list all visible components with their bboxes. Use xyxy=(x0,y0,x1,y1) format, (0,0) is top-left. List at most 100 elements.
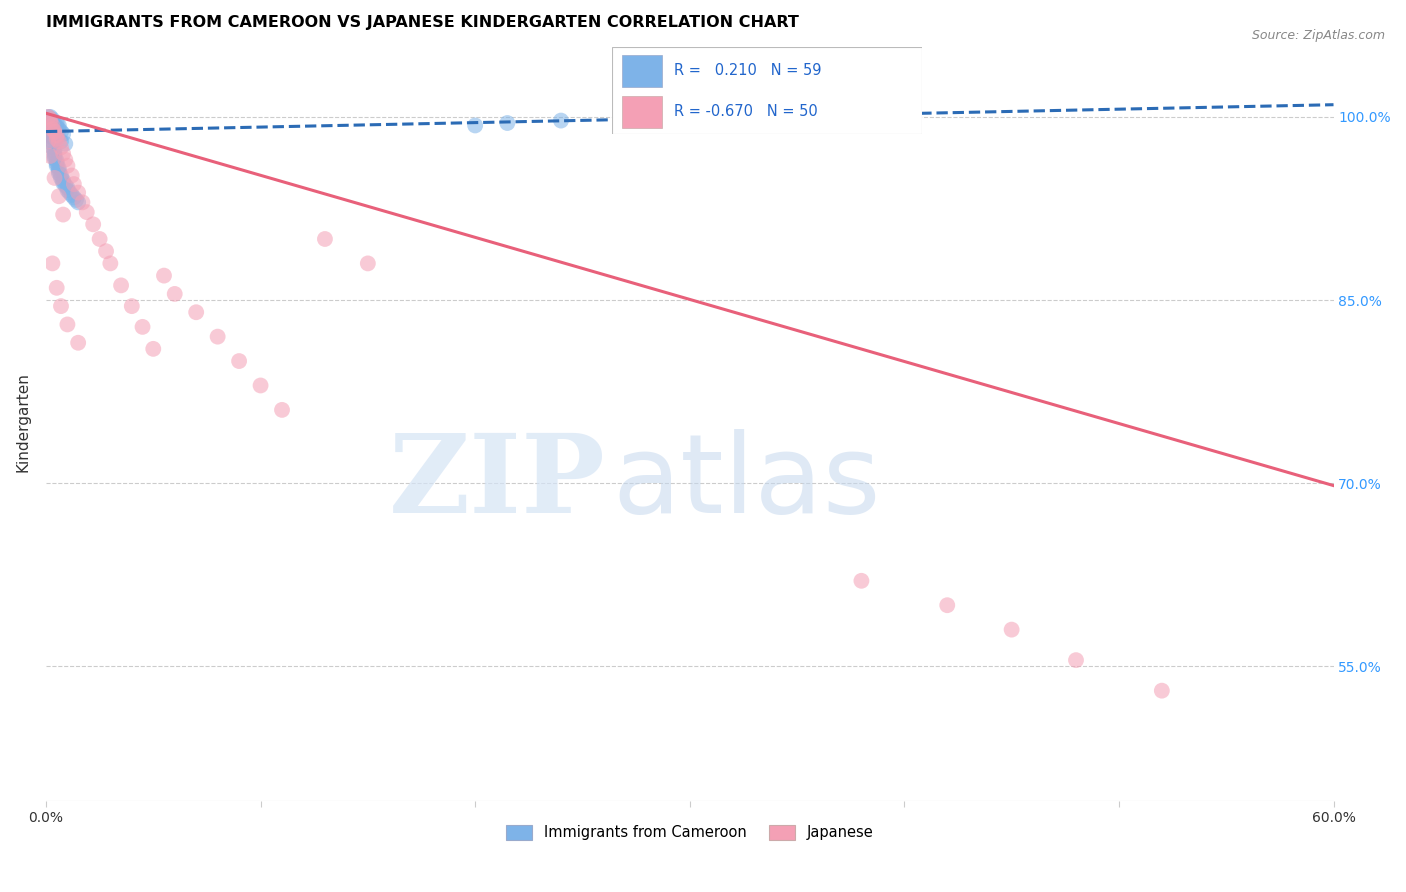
Point xyxy=(56,180,79,194)
Text: atlas: atlas xyxy=(613,429,882,536)
Point xyxy=(765,110,787,124)
Point xyxy=(936,598,959,612)
Point xyxy=(63,177,86,191)
Point xyxy=(44,170,66,185)
Point xyxy=(131,319,153,334)
Point xyxy=(63,190,86,204)
Point xyxy=(48,134,70,148)
Point xyxy=(39,112,62,127)
Point xyxy=(44,149,66,163)
Point xyxy=(41,130,63,145)
Point xyxy=(37,110,59,124)
Point xyxy=(49,124,72,138)
Point xyxy=(39,128,62,143)
Point xyxy=(44,146,66,161)
Point xyxy=(44,124,66,138)
Text: IMMIGRANTS FROM CAMEROON VS JAPANESE KINDERGARTEN CORRELATION CHART: IMMIGRANTS FROM CAMEROON VS JAPANESE KIN… xyxy=(46,15,799,30)
Point xyxy=(49,170,72,185)
Point xyxy=(41,115,63,129)
Point xyxy=(657,111,679,125)
Point xyxy=(67,186,90,200)
Point xyxy=(39,124,62,138)
Point xyxy=(41,112,63,127)
Point xyxy=(45,128,67,143)
Point xyxy=(110,278,132,293)
Point xyxy=(41,124,63,138)
Point xyxy=(44,152,66,166)
Point xyxy=(614,112,637,127)
Point xyxy=(49,299,72,313)
Point xyxy=(41,256,63,270)
Legend: Immigrants from Cameroon, Japanese: Immigrants from Cameroon, Japanese xyxy=(501,819,879,847)
Point xyxy=(142,342,165,356)
Point xyxy=(496,116,519,130)
Point xyxy=(39,116,62,130)
Point xyxy=(41,122,63,136)
Point xyxy=(41,129,63,144)
Point xyxy=(49,140,72,154)
Point xyxy=(48,119,70,133)
Point xyxy=(45,156,67,170)
Point xyxy=(41,134,63,148)
Point xyxy=(48,189,70,203)
Point xyxy=(49,134,72,148)
Point xyxy=(67,195,90,210)
Point xyxy=(357,256,380,270)
Point xyxy=(45,130,67,145)
Point xyxy=(89,232,111,246)
Y-axis label: Kindergarten: Kindergarten xyxy=(15,372,30,472)
Point xyxy=(67,335,90,350)
Point xyxy=(52,127,75,141)
Point xyxy=(37,110,59,124)
Point xyxy=(45,116,67,130)
Point xyxy=(82,217,104,231)
Point xyxy=(37,116,59,130)
Point xyxy=(39,149,62,163)
Point xyxy=(45,159,67,173)
Point xyxy=(72,195,94,210)
Point xyxy=(94,244,117,259)
Point xyxy=(48,163,70,178)
Point xyxy=(851,574,873,588)
Point xyxy=(37,134,59,148)
Point xyxy=(186,305,208,319)
Point xyxy=(45,132,67,146)
Point xyxy=(53,153,76,167)
Point xyxy=(121,299,143,313)
Point xyxy=(98,256,121,270)
Point xyxy=(48,161,70,176)
Point xyxy=(53,136,76,151)
Point xyxy=(60,188,83,202)
Point xyxy=(860,111,883,125)
Point xyxy=(153,268,176,283)
Point xyxy=(1064,653,1087,667)
Point xyxy=(207,329,229,343)
Point xyxy=(65,193,87,207)
Point xyxy=(44,122,66,136)
Point xyxy=(550,113,572,128)
Point xyxy=(228,354,250,368)
Point xyxy=(52,173,75,187)
Point xyxy=(41,119,63,133)
Point xyxy=(39,128,62,143)
Text: ZIP: ZIP xyxy=(389,429,606,536)
Point xyxy=(807,110,830,124)
Point xyxy=(49,169,72,183)
Point xyxy=(41,136,63,151)
Point xyxy=(44,144,66,158)
Point xyxy=(58,186,80,200)
Point xyxy=(44,132,66,146)
Point xyxy=(41,140,63,154)
Point xyxy=(52,176,75,190)
Point xyxy=(56,318,79,332)
Point xyxy=(48,166,70,180)
Point xyxy=(39,120,62,134)
Point xyxy=(1150,683,1173,698)
Point xyxy=(52,208,75,222)
Point xyxy=(48,122,70,136)
Point xyxy=(1001,623,1024,637)
Text: Source: ZipAtlas.com: Source: ZipAtlas.com xyxy=(1251,29,1385,42)
Point xyxy=(44,117,66,131)
Point xyxy=(249,378,271,392)
Point xyxy=(163,287,186,301)
